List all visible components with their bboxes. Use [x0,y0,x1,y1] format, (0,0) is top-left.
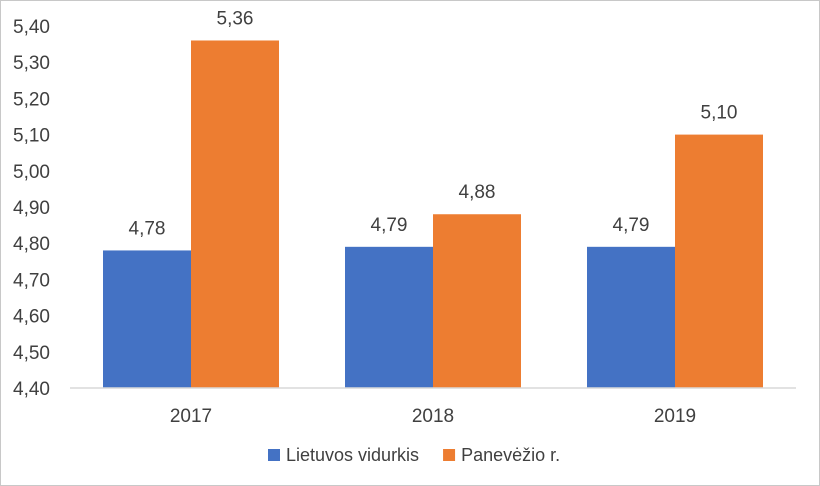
y-tick-label: 4,60 [13,307,50,328]
legend-label: Lietuvos vidurkis [286,445,419,465]
data-label: 5,10 [701,103,738,124]
bar-lietuvos-vidurkis-2019 [587,246,675,388]
x-tick-label: 2017 [170,406,212,427]
legend-swatch [443,449,456,461]
y-tick-label: 5,30 [13,53,50,74]
data-label: 4,78 [129,218,166,239]
bar-lietuvos-vidurkis-2018 [345,246,433,388]
bar-panevezio-r-2017 [191,40,279,388]
data-label: 4,88 [459,182,496,203]
y-tick-label: 5,40 [13,17,50,38]
y-tick-label: 4,80 [13,234,50,255]
legend-label: Panevėžio r. [461,445,560,465]
y-tick-label: 4,70 [13,270,50,291]
y-tick-label: 4,50 [13,343,50,364]
bar-panevezio-r-2018 [433,214,521,388]
y-tick-label: 4,40 [13,379,50,400]
y-tick-label: 5,20 [13,89,50,110]
y-tick-label: 4,90 [13,198,50,219]
y-tick-label: 5,10 [13,126,50,147]
y-tick-label: 5,00 [13,162,50,183]
bar-lietuvos-vidurkis-2017 [103,250,191,388]
x-tick-label: 2018 [412,406,454,427]
x-tick-label: 2019 [654,406,696,427]
data-label: 4,79 [613,215,650,236]
legend-swatch [268,449,280,461]
data-label: 4,79 [371,215,408,236]
bar-panevezio-r-2019 [675,134,763,388]
data-label: 5,36 [217,8,254,29]
